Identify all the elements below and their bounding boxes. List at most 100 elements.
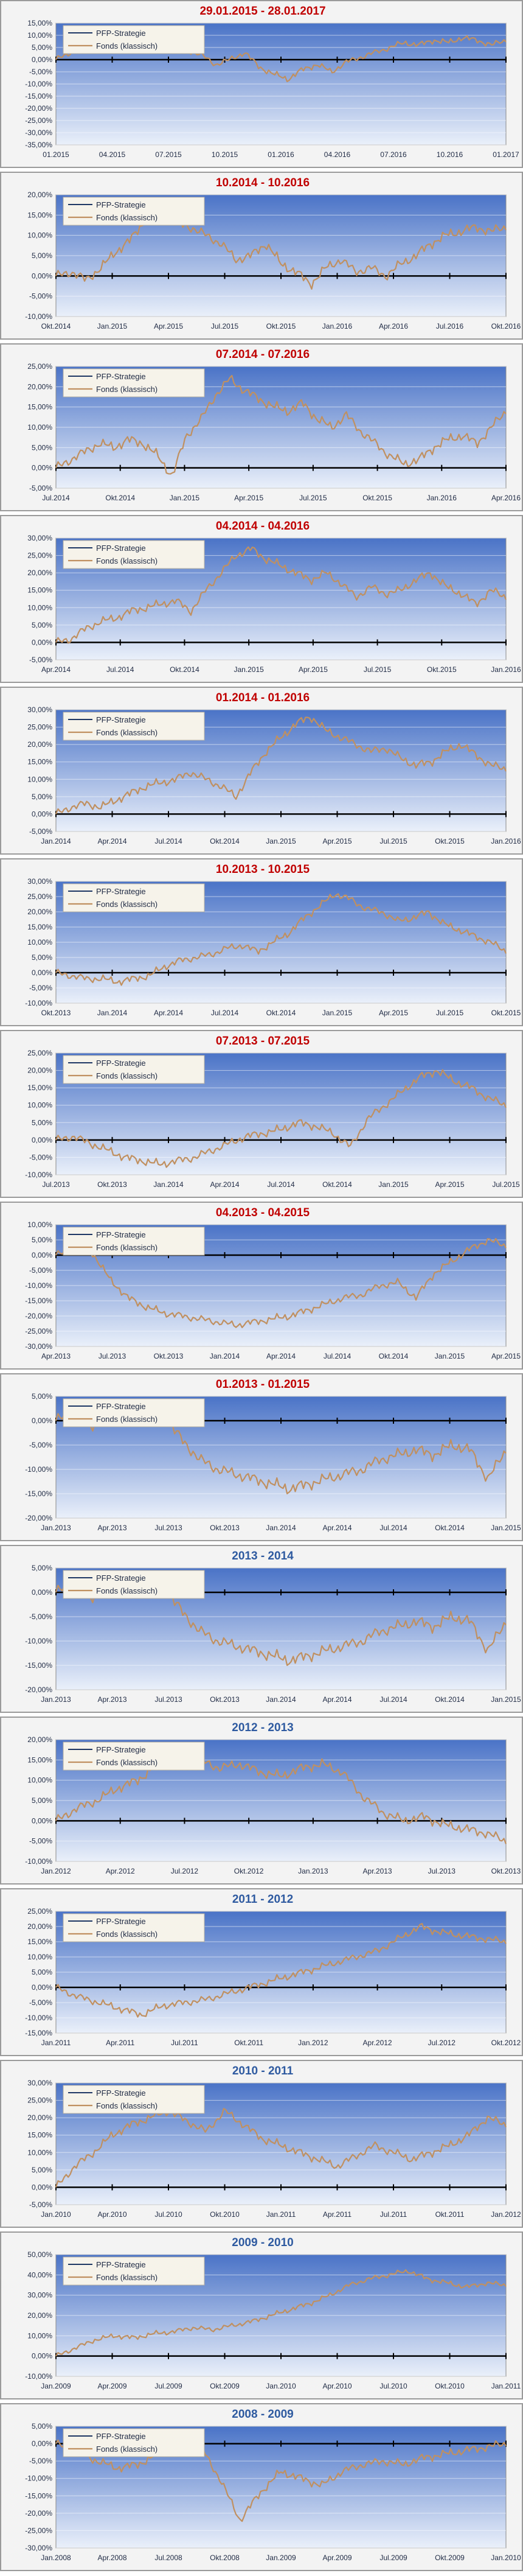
y-tick-label: 5,00% — [32, 43, 52, 52]
x-tick-label: Jan.2012 — [41, 1867, 71, 1875]
x-tick-label: Apr.2013 — [97, 1695, 126, 1704]
x-tick-label: Jan.2015 — [266, 837, 296, 845]
fonds-series-line — [55, 206, 507, 290]
x-tick-label: Jan.2015 — [491, 1524, 521, 1532]
y-tick-label: 10,00% — [27, 2331, 52, 2340]
x-tick-label: Jan.2016 — [427, 494, 457, 502]
y-tick-label: 0,00% — [32, 2183, 52, 2191]
y-tick-label: -5,00% — [29, 1837, 52, 1846]
legend-label-pfp: PFP-Strategie — [96, 1917, 146, 1926]
x-tick-label: Jul.2010 — [379, 2382, 407, 2390]
y-tick-label: 25,00% — [27, 1908, 52, 1916]
x-tick-label: Okt.2013 — [210, 1695, 240, 1704]
y-tick-label: 0,00% — [32, 271, 52, 280]
chart-panel: 04.2014 - 04.2016 30,00% 25,00% 20,00% 15,00… — [0, 515, 523, 683]
y-tick-label: -10,00% — [25, 80, 52, 88]
chart-title: 10.2013 - 10.2015 — [215, 863, 310, 876]
x-tick-label: Jan.2009 — [41, 2382, 71, 2390]
y-tick-label: 10,00% — [27, 1776, 52, 1785]
chart-title: 2011 - 2012 — [232, 1893, 294, 1906]
y-tick-label: -20,00% — [25, 1312, 52, 1320]
x-tick-label: Jan.2014 — [97, 1009, 128, 1017]
legend: PFP-Strategie Fonds (klassisch) — [63, 1741, 205, 1771]
x-tick-label: 10.2016 — [437, 150, 463, 159]
x-tick-label: Jan.2011 — [266, 2210, 296, 2219]
legend-box — [63, 2256, 205, 2286]
y-tick-label: 20,00% — [27, 569, 52, 577]
x-tick-label: Jan.2016 — [491, 837, 521, 845]
x-tick-label: Jul.2013 — [42, 1180, 70, 1189]
fonds-series-line — [55, 1069, 507, 1168]
y-tick-label: 10,00% — [27, 2148, 52, 2157]
y-tick-label: -25,00% — [25, 2526, 52, 2535]
y-tick-label: -15,00% — [25, 92, 52, 100]
legend-box — [63, 1398, 205, 1427]
y-tick-label: 0,00% — [32, 810, 52, 818]
x-tick-label: Okt.2013 — [41, 1009, 71, 1017]
line-chart: 25,00% 20,00% 15,00% 10,00% 5,00% 0,00% -5,00%… — [25, 1049, 520, 1189]
x-tick-label: Okt.2012 — [491, 2039, 521, 2047]
x-tick-label: Jan.2015 — [435, 1352, 465, 1360]
line-chart: 30,00% 25,00% 20,00% 15,00% 10,00% 5,00% 0,00%… — [25, 878, 521, 1017]
legend-label-fonds: Fonds (klassisch) — [96, 1243, 158, 1252]
x-tick-label: Jan.2015 — [97, 322, 128, 331]
y-tick-label: -30,00% — [25, 128, 52, 137]
y-tick-label: -20,00% — [25, 1685, 52, 1694]
legend-label-pfp: PFP-Strategie — [96, 1573, 146, 1583]
x-tick-label: 07.2016 — [380, 150, 407, 159]
legend: PFP-Strategie Fonds (klassisch) — [63, 2085, 205, 2114]
x-tick-label: Apr.2015 — [435, 1180, 464, 1189]
y-tick-label: 30,00% — [27, 706, 52, 714]
legend-label-pfp: PFP-Strategie — [96, 544, 146, 553]
y-tick-label: 10,00% — [27, 603, 52, 612]
line-chart: 5,00% 0,00% -5,00% -10,00% -15,00% -20,00% Jan… — [25, 1393, 521, 1532]
x-tick-label: Jul.2014 — [106, 665, 134, 674]
y-tick-label: -5,00% — [29, 292, 52, 301]
chart-title: 10.2014 - 10.2016 — [215, 177, 310, 189]
legend-label-fonds: Fonds (klassisch) — [96, 900, 158, 909]
x-tick-label: Apr.2010 — [322, 2382, 352, 2390]
x-tick-label: 07.2015 — [155, 150, 182, 159]
line-chart: 20,00% 15,00% 10,00% 5,00% 0,00% -5,00% -10,00… — [25, 1736, 521, 1875]
y-tick-label: -15,00% — [25, 1661, 52, 1670]
x-tick-label: Apr.2010 — [97, 2210, 126, 2219]
chart-title: 2012 - 2013 — [232, 1721, 294, 1734]
x-tick-label: Jan.2015 — [322, 1009, 353, 1017]
legend-box — [63, 2085, 205, 2114]
chart-panel: 10.2013 - 10.2015 30,00% 25,00% 20,00% 15,00… — [0, 858, 523, 1026]
legend-box — [63, 368, 205, 397]
x-tick-label: Apr.2014 — [97, 837, 126, 845]
y-tick-label: 5,00% — [32, 793, 52, 801]
y-tick-label: 10,00% — [27, 1953, 52, 1961]
y-tick-label: 0,00% — [32, 55, 52, 64]
line-chart: 50,00% 40,00% 30,00% 20,00% 10,00% 0,00% -10,0… — [25, 2251, 521, 2390]
y-tick-label: 20,00% — [27, 1922, 52, 1931]
y-tick-label: 20,00% — [27, 740, 52, 749]
legend-label-pfp: PFP-Strategie — [96, 2260, 146, 2269]
y-tick-label: 15,00% — [27, 1083, 52, 1092]
legend-label-fonds: Fonds (klassisch) — [96, 1586, 158, 1595]
chart-title: 07.2014 - 07.2016 — [215, 348, 310, 361]
legend-label-fonds: Fonds (klassisch) — [96, 2445, 158, 2454]
legend-label-pfp: PFP-Strategie — [96, 2088, 146, 2098]
x-tick-label: Jan.2010 — [41, 2210, 71, 2219]
y-tick-label: 0,00% — [32, 2440, 52, 2448]
y-tick-label: 0,00% — [32, 2352, 52, 2361]
legend-box — [63, 1741, 205, 1771]
legend: PFP-Strategie Fonds (klassisch) — [63, 1398, 205, 1427]
y-tick-label: 0,00% — [32, 638, 52, 646]
fonds-series-line — [55, 2269, 507, 2357]
y-tick-label: 15,00% — [27, 403, 52, 411]
x-tick-label: Jul.2013 — [154, 1695, 182, 1704]
y-tick-label: -20,00% — [25, 2509, 52, 2518]
chart-panel: 29.01.2015 - 28.01.2017 15,00% 10,00% 5,00%… — [0, 0, 523, 168]
y-tick-label: -5,00% — [29, 1441, 52, 1449]
x-tick-label: Okt.2014 — [435, 1524, 465, 1532]
x-tick-label: Okt.2014 — [322, 1180, 352, 1189]
y-tick-label: 0,00% — [32, 1588, 52, 1597]
x-tick-label: Apr.2014 — [322, 1695, 352, 1704]
legend-box — [63, 1227, 205, 1256]
y-tick-label: 5,00% — [32, 1564, 52, 1572]
legend-label-fonds: Fonds (klassisch) — [96, 213, 158, 222]
y-tick-label: 15,00% — [27, 19, 52, 27]
